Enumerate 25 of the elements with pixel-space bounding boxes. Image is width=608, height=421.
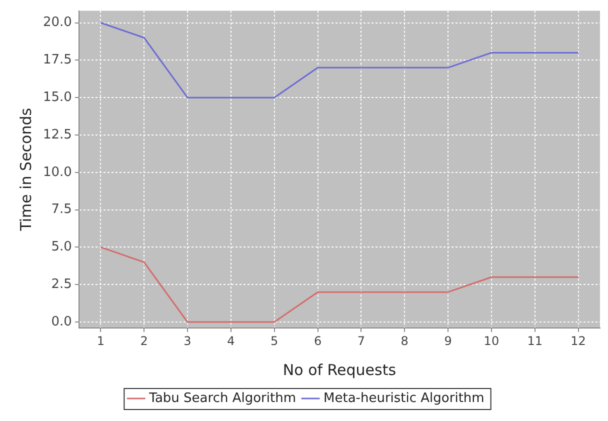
y-tick-label: 20.0 xyxy=(42,15,72,30)
x-tick-label: 7 xyxy=(357,334,366,348)
y-tick-label: 0.0 xyxy=(51,314,72,330)
x-tick-label: 2 xyxy=(140,334,148,348)
x-axis-title: No of Requests xyxy=(282,360,396,379)
y-tick-label: 10.0 xyxy=(42,164,72,180)
x-tick-label: 5 xyxy=(270,334,278,348)
y-tick-label: 5.0 xyxy=(51,240,72,255)
legend-label: Meta-heuristic Algorithm xyxy=(324,390,484,406)
y-tick-label: 2.5 xyxy=(51,276,72,292)
x-tick-label: 6 xyxy=(314,334,322,348)
y-tick-label: 12.5 xyxy=(42,127,72,142)
x-tick-label: 4 xyxy=(227,334,235,348)
x-tick-label: 10 xyxy=(484,334,500,348)
y-axis-title: Time in Seconds xyxy=(16,108,35,232)
x-tick-label: 9 xyxy=(444,334,452,348)
legend-label: Tabu Search Algorithm xyxy=(148,390,296,406)
y-tick-label: 17.5 xyxy=(42,52,72,68)
y-tick-label: 15.0 xyxy=(42,90,72,105)
x-tick-label: 11 xyxy=(527,334,543,348)
x-tick-label: 1 xyxy=(96,334,104,348)
x-tick-label: 12 xyxy=(570,334,586,348)
x-tick-label: 8 xyxy=(400,334,408,348)
x-tick-label: 3 xyxy=(184,334,192,348)
y-tick-label: 7.5 xyxy=(51,202,72,218)
